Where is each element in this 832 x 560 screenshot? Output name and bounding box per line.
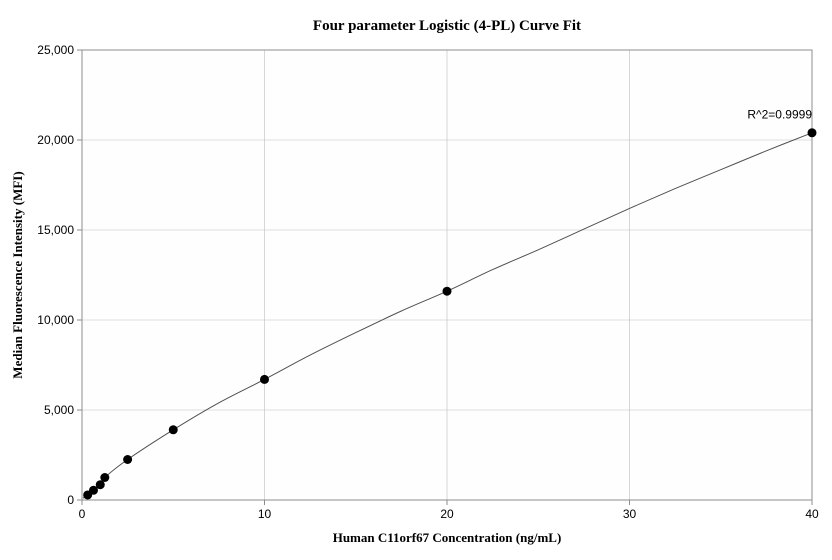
chart-container: 0 10 20 30 40 0 5,000 10,000 15,000 20,000 25,000 R…	[0, 0, 832, 560]
y-tick-label: 20,000	[37, 133, 74, 147]
data-point	[808, 128, 817, 137]
data-point	[169, 425, 178, 434]
x-tick-label: 20	[440, 507, 454, 521]
y-axis-label: Median Fluorescence Intensity (MFI)	[10, 171, 25, 378]
y-tick-label: 25,000	[37, 43, 74, 57]
data-point	[123, 455, 132, 464]
y-tick-label: 10,000	[37, 313, 74, 327]
chart-svg: 0 10 20 30 40 0 5,000 10,000 15,000 20,000 25,000 R…	[0, 0, 832, 560]
x-tick-label: 0	[79, 507, 86, 521]
x-tick-label: 40	[805, 507, 819, 521]
x-axis-label: Human C11orf67 Concentration (ng/mL)	[333, 530, 562, 545]
chart-title: Four parameter Logistic (4-PL) Curve Fit	[313, 18, 581, 34]
x-tick-label: 10	[258, 507, 272, 521]
r-squared-annotation: R^2=0.9999	[747, 107, 812, 121]
data-point	[443, 287, 452, 296]
y-tick-label: 15,000	[37, 223, 74, 237]
x-tick-label: 30	[623, 507, 637, 521]
y-tick-label: 0	[67, 493, 74, 507]
data-point	[260, 375, 269, 384]
y-tick-label: 5,000	[44, 403, 74, 417]
data-point	[100, 473, 109, 482]
